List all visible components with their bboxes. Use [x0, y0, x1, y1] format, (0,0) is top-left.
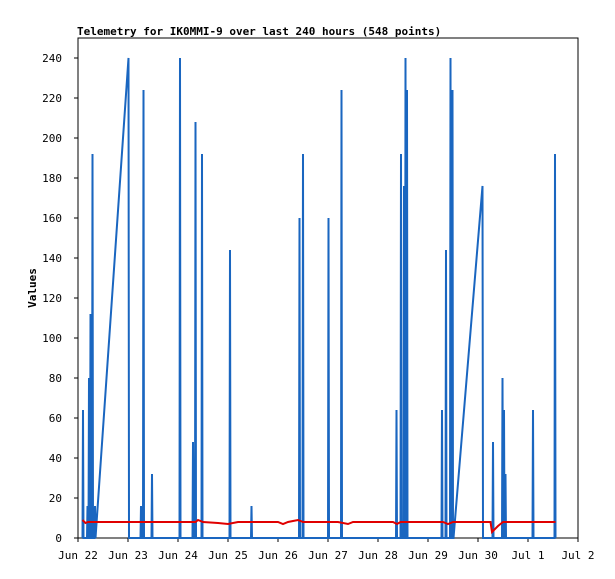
y-tick-label: 60 — [49, 412, 62, 425]
series-line-1 — [81, 57, 557, 539]
y-tick-label: 220 — [42, 92, 62, 105]
x-tick-label: Jun 26 — [258, 549, 298, 562]
chart-title: Telemetry for IK0MMI-9 over last 240 hou… — [77, 25, 441, 38]
y-axis: 0 20 40 60 80 100 120 140 160 180 200 220 240 — [42, 52, 78, 545]
x-tick-label: Jun 27 — [308, 549, 348, 562]
y-tick-label: 240 — [42, 52, 62, 65]
y-tick-label: 120 — [42, 292, 62, 305]
y-tick-label: 0 — [55, 532, 62, 545]
y-tick-label: 20 — [49, 492, 62, 505]
x-tick-label: Jun 29 — [408, 549, 448, 562]
x-tick-label: Jun 28 — [358, 549, 398, 562]
y-axis-label: Values — [26, 268, 39, 308]
y-tick-label: 140 — [42, 252, 62, 265]
series-layer — [81, 57, 557, 539]
x-tick-label: Jun 22 — [58, 549, 98, 562]
x-tick-label: Jun 23 — [108, 549, 148, 562]
x-axis: Jun 22 Jun 23 Jun 24 Jun 25 Jun 26 Jun 27 Jun … — [58, 538, 595, 562]
y-tick-label: 200 — [42, 132, 62, 145]
x-tick-label: Jul 1 — [511, 549, 544, 562]
y-tick-label: 80 — [49, 372, 62, 385]
y-tick-label: 160 — [42, 212, 62, 225]
x-tick-label: Jun 25 — [208, 549, 248, 562]
y-tick-label: 100 — [42, 332, 62, 345]
y-tick-label: 40 — [49, 452, 62, 465]
y-tick-label: 180 — [42, 172, 62, 185]
x-tick-label: Jun 30 — [458, 549, 498, 562]
series-line-2 — [81, 518, 556, 535]
x-tick-label: Jul 2 — [561, 549, 594, 562]
x-tick-label: Jun 24 — [158, 549, 198, 562]
